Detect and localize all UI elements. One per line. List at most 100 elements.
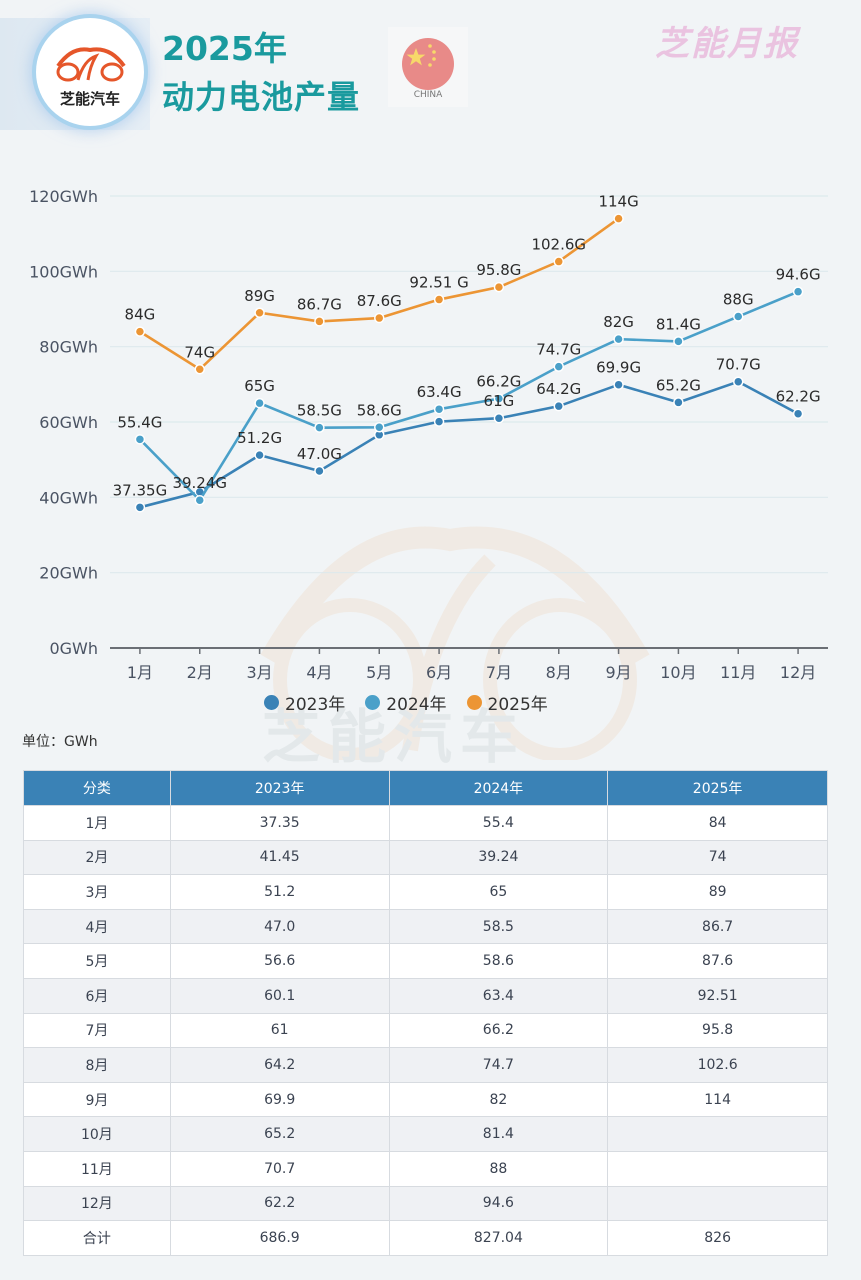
data-point (792, 286, 804, 297)
x-tick-label: 7月 (486, 663, 512, 682)
legend-item-2024[interactable]: 2024年 (365, 690, 447, 715)
value-cell: 82 (388, 1081, 609, 1118)
data-point (733, 311, 744, 322)
value-cell (607, 1150, 828, 1187)
line-chart: 0GWh 20GWh 40GWh 60GWh 80GWh 100GWh 120GWh 1月 2月… (29, 187, 828, 682)
value-cell: 94.6 (388, 1185, 609, 1222)
data-label: 84G (125, 306, 156, 324)
table-row: 10月 65.2 81.4 (23, 1116, 828, 1152)
value-cell: 41.45 (169, 839, 390, 876)
data-label: 65.2G (656, 376, 701, 394)
data-point (374, 422, 385, 433)
data-point (254, 307, 265, 319)
x-tick-label: 11月 (720, 663, 756, 682)
table-row: 4月 47.0 58.5 86.7 (23, 908, 828, 945)
data-point (792, 408, 804, 419)
x-tick-label: 3月 (246, 663, 272, 682)
value-cell: 65.2 (169, 1116, 390, 1152)
data-label: 65G (244, 377, 275, 395)
value-cell: 92.51 (607, 977, 828, 1014)
logo: 芝能汽车 (36, 18, 144, 126)
y-tick-label: 0GWh (49, 639, 98, 658)
column-header: 分类 (23, 770, 171, 806)
table-row: 11月 70.7 88 (23, 1150, 828, 1187)
data-label: 39.24G (172, 474, 227, 492)
data-label: 55.4G (117, 413, 162, 431)
x-tick-label: 2月 (187, 663, 213, 682)
data-label: 94.6G (776, 266, 821, 284)
value-cell: 61 (169, 1012, 390, 1049)
data-label: 63.4G (417, 383, 462, 401)
value-cell: 58.6 (388, 943, 609, 979)
row-label-cell: 3月 (23, 874, 171, 910)
data-label: 92.51 G (409, 274, 468, 292)
value-cell: 95.8 (607, 1012, 828, 1049)
legend-item-2025[interactable]: 2025年 (466, 690, 548, 715)
data-label: 74G (184, 343, 215, 361)
table-row: 1月 37.35 55.4 84 (23, 805, 828, 841)
legend-item-2023[interactable]: 2023年 (264, 690, 345, 715)
series-line-2023年 (139, 380, 799, 509)
x-tick-label: 8月 (546, 663, 572, 682)
data-table: 分类 2023年 2024年 2025年 1月 37.35 55.4 84 2月 41.4… (23, 770, 828, 1256)
data-point (613, 213, 624, 224)
row-label-cell: 1月 (23, 805, 171, 841)
series-line-2024年 (138, 290, 799, 503)
value-cell: 827.04 (388, 1220, 609, 1256)
row-label-cell: 6月 (23, 977, 171, 1014)
value-cell: 56.6 (169, 943, 390, 979)
row-label-cell: 10月 (23, 1116, 171, 1152)
data-label: 81.4G (656, 315, 701, 333)
x-tick-label: 4月 (306, 663, 332, 682)
data-point (553, 256, 564, 267)
legend-marker-2024 (365, 695, 381, 710)
flag-label: CHINA (413, 90, 443, 100)
data-point (553, 400, 564, 412)
row-label-cell: 5月 (23, 943, 171, 979)
data-point (254, 397, 265, 409)
row-label-cell: 2月 (23, 839, 171, 876)
value-cell: 47.0 (169, 908, 390, 945)
table-row: 5月 56.6 58.6 87.6 (23, 943, 828, 979)
column-header: 2024年 (388, 770, 609, 806)
table-total-row: 合计 686.9 827.04 826 (23, 1220, 828, 1256)
row-label-cell: 8月 (23, 1047, 171, 1083)
value-cell: 60.1 (169, 977, 390, 1014)
y-tick-label: 120GWh (29, 187, 98, 206)
x-tick-label: 6月 (426, 663, 452, 682)
value-cell: 826 (607, 1220, 828, 1256)
value-cell: 89 (607, 874, 828, 910)
value-cell: 74 (607, 839, 828, 876)
data-label: 102.6G (531, 236, 586, 254)
data-label: 82G (603, 313, 634, 331)
value-cell: 65 (388, 874, 609, 910)
table-row: 6月 60.1 63.4 92.51 (23, 977, 828, 1014)
y-tick-label: 20GWh (39, 564, 98, 583)
data-point (613, 379, 624, 390)
car-logo-icon (56, 47, 126, 82)
table-row: 9月 69.9 82 114 (23, 1081, 828, 1118)
data-point (433, 403, 445, 415)
value-cell: 51.2 (169, 874, 390, 910)
x-tick-label: 9月 (605, 663, 631, 682)
data-point (134, 326, 146, 337)
data-label: 62.2G (776, 388, 821, 406)
data-label: 37.35G (113, 481, 168, 499)
data-point (553, 361, 564, 372)
data-point (314, 422, 325, 433)
table-row: 12月 62.2 94.6 (23, 1185, 828, 1222)
data-label: 114G (598, 193, 638, 211)
row-label-cell: 4月 (23, 908, 171, 945)
data-label: 86.7G (297, 295, 342, 313)
data-point (433, 416, 445, 427)
china-flag-card: CHINA (388, 27, 468, 107)
legend-marker-2025 (466, 695, 482, 710)
row-label-cell: 12月 (23, 1185, 171, 1222)
data-label: 87.6G (357, 292, 402, 310)
watermark-car-icon (260, 526, 650, 760)
data-label: 69.9G (596, 359, 641, 377)
data-point (493, 393, 505, 404)
data-label: 70.7G (716, 356, 761, 374)
row-label-cell: 11月 (23, 1150, 171, 1187)
value-cell: 64.2 (169, 1047, 390, 1083)
